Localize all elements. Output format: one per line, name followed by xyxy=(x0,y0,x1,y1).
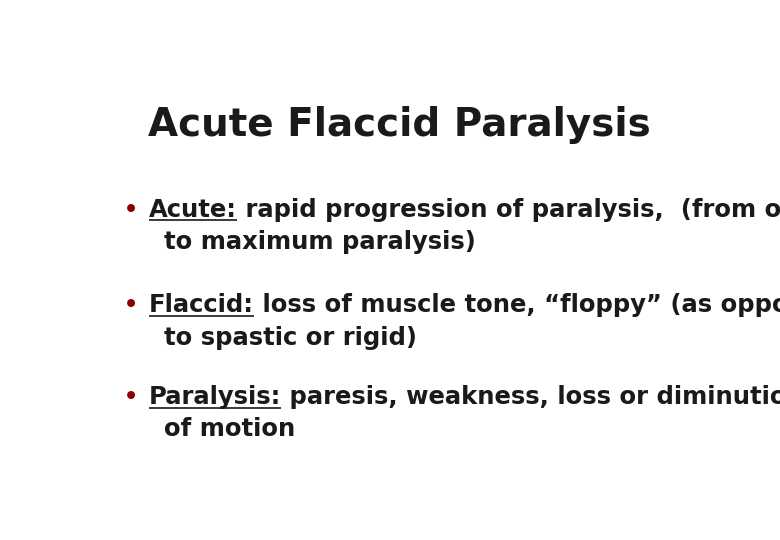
Text: paresis, weakness, loss or diminution: paresis, weakness, loss or diminution xyxy=(282,385,780,409)
Text: of motion: of motion xyxy=(164,417,296,441)
Text: to maximum paralysis): to maximum paralysis) xyxy=(164,230,476,254)
Text: Flaccid:: Flaccid: xyxy=(149,294,254,318)
Text: •: • xyxy=(122,198,139,224)
Text: •: • xyxy=(122,385,139,411)
Text: loss of muscle tone, “floppy” (as opposed: loss of muscle tone, “floppy” (as oppose… xyxy=(254,294,780,318)
Text: to spastic or rigid): to spastic or rigid) xyxy=(164,326,417,350)
Text: •: • xyxy=(122,294,139,320)
Text: Acute Flaccid Paralysis: Acute Flaccid Paralysis xyxy=(148,106,651,144)
Text: rapid progression of paralysis,  (from onset: rapid progression of paralysis, (from on… xyxy=(237,198,780,222)
Text: Acute:: Acute: xyxy=(149,198,237,222)
Text: Paralysis:: Paralysis: xyxy=(149,385,282,409)
